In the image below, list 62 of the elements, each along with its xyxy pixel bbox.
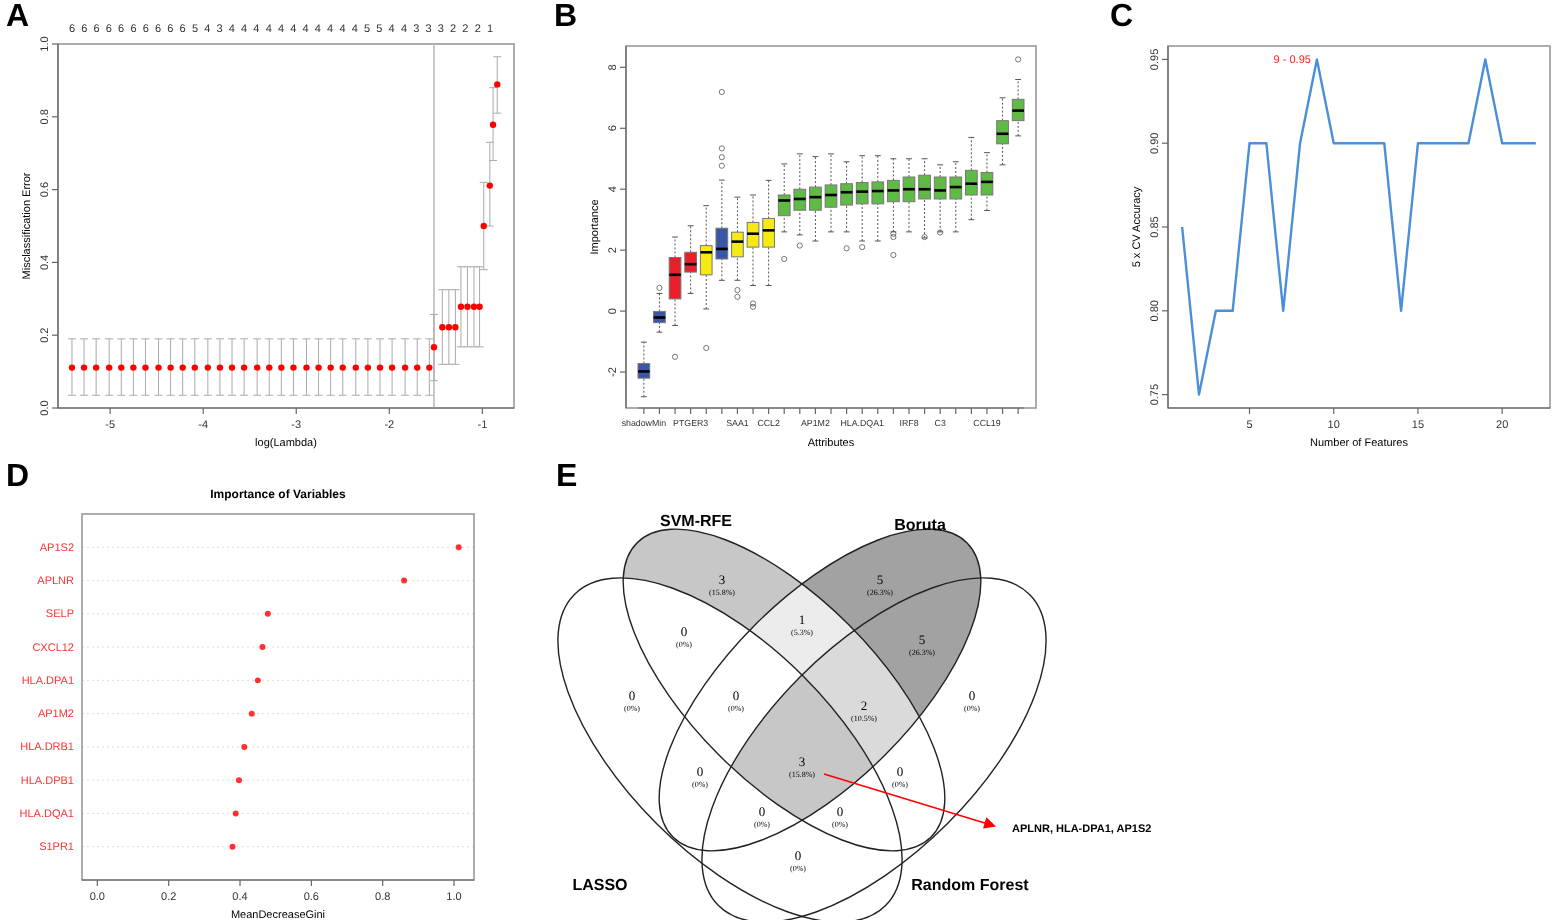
text: SVM-RFE	[660, 512, 734, 530]
point	[401, 577, 408, 584]
point	[80, 364, 88, 371]
point	[155, 364, 162, 371]
point	[92, 364, 100, 371]
point	[179, 364, 186, 371]
point	[68, 364, 76, 371]
point	[457, 303, 465, 311]
point	[228, 364, 236, 371]
point	[339, 364, 346, 371]
point	[248, 710, 255, 717]
point	[303, 364, 310, 371]
point	[130, 364, 137, 371]
point	[167, 364, 174, 371]
point	[264, 610, 271, 617]
point	[229, 843, 236, 850]
point	[315, 364, 322, 371]
point	[464, 303, 471, 311]
text: C	[1110, 0, 1134, 34]
point	[352, 364, 359, 371]
point	[240, 364, 248, 371]
point	[191, 364, 198, 371]
point	[388, 364, 396, 371]
point	[452, 323, 459, 331]
point	[259, 644, 266, 651]
point	[445, 323, 453, 331]
point	[489, 121, 497, 129]
point	[401, 364, 409, 371]
point	[266, 364, 273, 371]
point	[414, 364, 421, 371]
point	[476, 303, 483, 311]
text: D	[6, 460, 30, 494]
point	[480, 222, 487, 230]
point	[364, 364, 372, 371]
point	[118, 364, 125, 371]
point	[494, 81, 501, 88]
point	[290, 364, 297, 371]
point	[470, 303, 478, 311]
text: A	[6, 0, 30, 34]
point	[216, 364, 224, 371]
point	[426, 364, 433, 371]
point	[105, 364, 113, 371]
point	[241, 743, 248, 750]
text: Boruta	[894, 516, 947, 534]
point	[235, 777, 242, 784]
point	[253, 364, 261, 371]
point	[278, 364, 285, 371]
text: E	[556, 460, 578, 494]
point	[327, 364, 334, 371]
point	[486, 182, 493, 189]
point	[142, 364, 149, 371]
line-series	[1180, 58, 1538, 396]
point	[439, 323, 446, 331]
point	[430, 344, 438, 351]
point	[204, 364, 212, 371]
point	[254, 677, 261, 684]
point	[455, 544, 462, 551]
text: LASSO	[572, 876, 628, 894]
point	[376, 364, 384, 371]
text: Random Forest	[911, 876, 1030, 894]
point	[232, 810, 239, 817]
text: B	[554, 0, 578, 34]
